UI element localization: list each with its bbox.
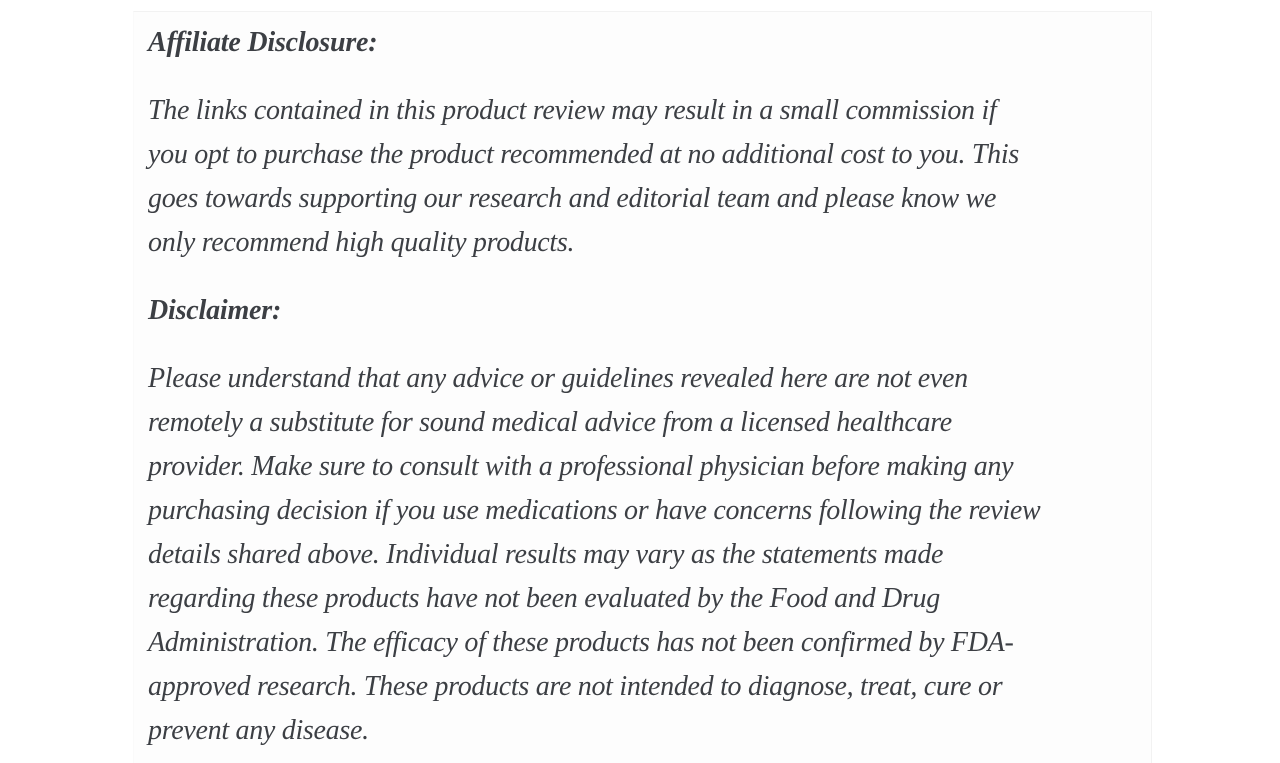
affiliate-disclosure-text: The links contained in this product revi… (148, 95, 1019, 258)
disclaimer-heading: Disclaimer: (148, 295, 282, 326)
article-content-card: Affiliate Disclosure: The links containe… (133, 11, 1152, 763)
disclaimer-section: Disclaimer: Please understand that any a… (148, 289, 1151, 753)
disclaimer-text: Please understand that any advice or gui… (148, 363, 1041, 746)
affiliate-disclosure-heading: Affiliate Disclosure: (148, 27, 378, 58)
affiliate-disclosure-section: Affiliate Disclosure: The links containe… (148, 21, 1151, 265)
